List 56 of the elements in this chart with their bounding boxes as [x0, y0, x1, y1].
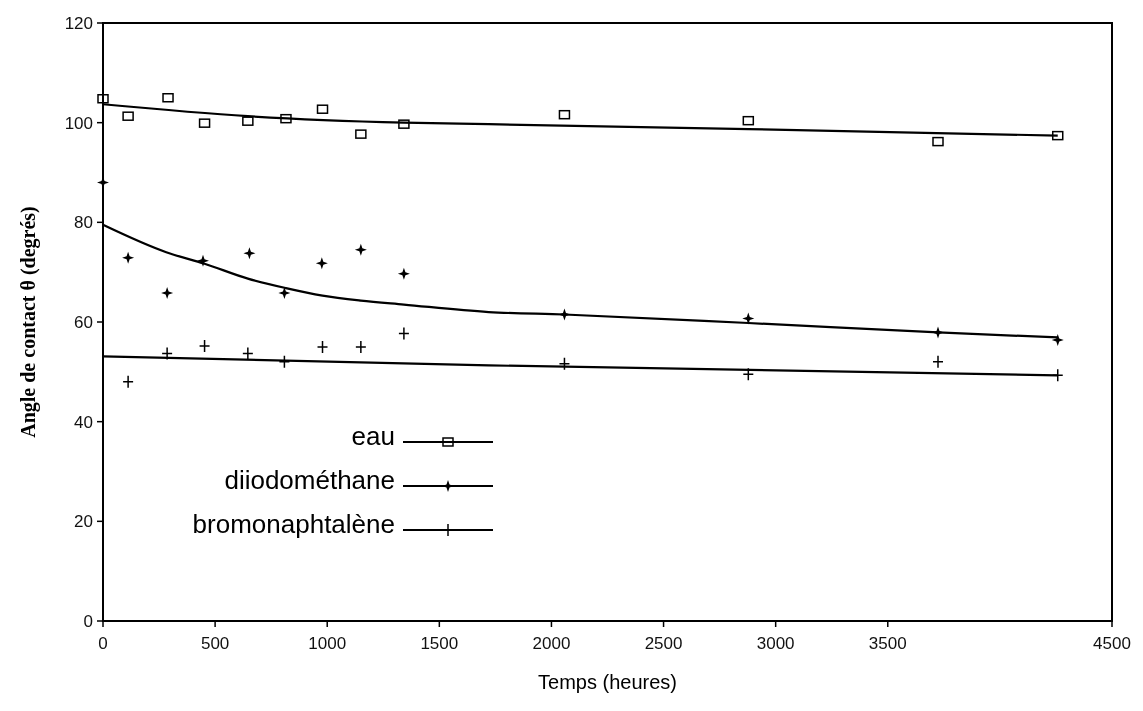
x-tick-label: 4500	[1093, 634, 1131, 653]
point	[242, 116, 254, 126]
point	[354, 243, 367, 256]
point	[316, 340, 329, 354]
point	[315, 257, 328, 270]
x-tick-label: 3500	[868, 634, 907, 653]
point	[742, 367, 755, 382]
y-tick-label: 100	[64, 113, 93, 133]
x-tick-label: 2000	[532, 634, 571, 653]
x-tick-label: 1000	[308, 634, 347, 653]
x-tick-label: 0	[98, 634, 108, 653]
x-tick-label: 2500	[644, 634, 683, 653]
point	[278, 287, 291, 300]
y-tick-label: 60	[74, 312, 93, 332]
point	[243, 247, 256, 260]
y-axis-title: Angle de contact θ (degrés)	[17, 206, 40, 438]
x-tick-label: 500	[200, 634, 230, 653]
point	[1051, 333, 1064, 346]
point	[398, 119, 410, 129]
y-tick-label: 20	[74, 512, 93, 532]
x-tick-label: 1500	[420, 634, 459, 653]
point	[161, 346, 173, 361]
y-tick-label: 120	[64, 13, 93, 33]
point	[278, 355, 291, 369]
point	[742, 115, 755, 126]
point	[355, 340, 367, 354]
point	[122, 375, 134, 389]
legend-label: eau	[351, 421, 395, 452]
point	[397, 267, 410, 280]
y-tick-label: 0	[83, 611, 93, 631]
point	[1051, 368, 1064, 383]
legend-label: diiodométhane	[224, 465, 395, 496]
point	[558, 109, 571, 120]
point	[932, 136, 944, 147]
point	[558, 357, 571, 371]
point	[355, 129, 367, 139]
point	[122, 111, 134, 121]
point	[932, 355, 944, 369]
point	[242, 346, 254, 361]
point	[398, 326, 410, 341]
point	[316, 104, 329, 114]
point	[122, 251, 135, 264]
point	[198, 339, 211, 353]
y-tick-label: 40	[74, 412, 93, 432]
point	[162, 93, 174, 103]
point	[161, 287, 174, 300]
point	[1051, 130, 1064, 141]
y-tick-label: 80	[74, 213, 93, 233]
point	[197, 254, 209, 267]
point	[97, 94, 109, 104]
point	[742, 312, 755, 325]
legend-label: bromonaphtalène	[192, 509, 395, 540]
x-axis-title: Temps (heures)	[538, 671, 677, 693]
point	[198, 118, 211, 128]
point	[280, 113, 292, 124]
x-tick-label: 3000	[756, 634, 795, 653]
